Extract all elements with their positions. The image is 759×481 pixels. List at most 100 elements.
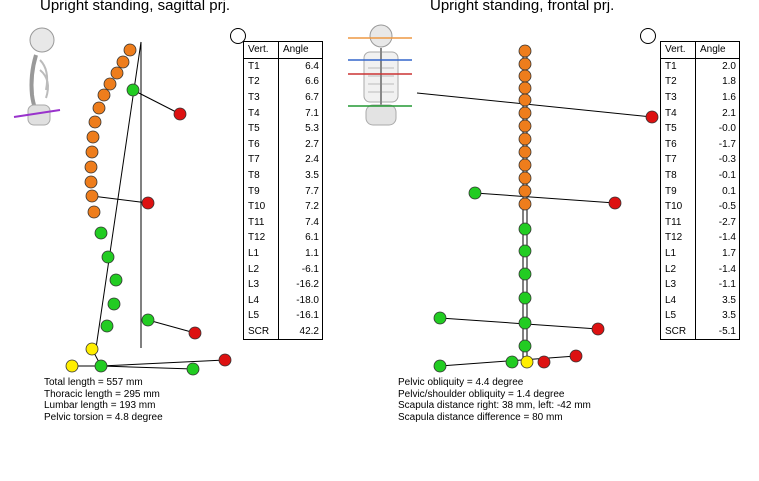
face-view-icon[interactable] xyxy=(640,28,656,44)
stat-scapula-distance: Scapula distance right: 38 mm, left: -42… xyxy=(398,400,591,412)
angle-value: -6.1 xyxy=(301,263,319,275)
vertebra-dot[interactable] xyxy=(85,145,99,159)
vertebra-dot[interactable] xyxy=(518,106,532,120)
vertebra-dot[interactable] xyxy=(100,319,114,333)
vertebra-label: L5 xyxy=(243,308,279,324)
vertebra-dot[interactable] xyxy=(518,44,532,58)
frontal-angle-table: Vert. Angle T1 2.0 T2 1.8 T3 1.6 T4 2.1 T5 -0.0 T6… xyxy=(660,41,740,341)
vertebra-dot[interactable] xyxy=(505,355,519,369)
stat-scapula-difference: Scapula distance difference = 80 mm xyxy=(398,411,563,423)
angle-value: 6.7 xyxy=(305,92,319,104)
vertebra-dot[interactable] xyxy=(94,359,108,373)
sagittal-title: Upright standing, sagittal prj. xyxy=(40,0,231,14)
vertebra-dot[interactable] xyxy=(518,158,532,172)
table-row: L3 -1.1 xyxy=(660,276,740,293)
table-row: T1 2.0 xyxy=(660,58,740,75)
vertebra-dot[interactable] xyxy=(88,115,102,129)
vertebra-dot[interactable] xyxy=(94,226,108,240)
angle-value: 2.4 xyxy=(305,154,319,166)
vertebra-label: T10 xyxy=(243,198,279,215)
vertebra-dot[interactable] xyxy=(86,130,100,144)
vertebra-dot[interactable] xyxy=(518,81,532,95)
vertebra-dot[interactable] xyxy=(110,66,124,80)
marker-dot[interactable] xyxy=(608,196,622,210)
skeleton-back-icon[interactable] xyxy=(348,24,412,126)
vertebra-dot[interactable] xyxy=(518,119,532,133)
marker-dot[interactable] xyxy=(569,349,583,363)
angle-value: 6.6 xyxy=(305,76,319,88)
angle-value: 1.1 xyxy=(305,248,319,260)
marker-dot[interactable] xyxy=(188,326,202,340)
vertebra-dot[interactable] xyxy=(126,83,140,97)
vertebra-dot[interactable] xyxy=(520,355,534,369)
vertebra-dot[interactable] xyxy=(518,267,532,281)
vertebra-dot[interactable] xyxy=(97,88,111,102)
vertebra-label: T7 xyxy=(243,152,279,168)
angle-value: 6.4 xyxy=(305,60,319,72)
vertebra-dot[interactable] xyxy=(518,57,532,71)
vertebra-dot[interactable] xyxy=(518,244,532,258)
marker-dot[interactable] xyxy=(218,353,232,367)
vertebra-dot[interactable] xyxy=(186,362,200,376)
angle-value: 7.4 xyxy=(305,216,319,228)
vertebra-label: T8 xyxy=(660,167,696,184)
table-row: L3 -16.2 xyxy=(243,276,323,293)
vertebra-dot[interactable] xyxy=(518,132,532,146)
vertebra-dot[interactable] xyxy=(518,316,532,330)
vertebra-dot[interactable] xyxy=(518,69,532,83)
vertebra-dot[interactable] xyxy=(101,250,115,264)
table-row: L2 -6.1 xyxy=(243,261,323,277)
marker-dot[interactable] xyxy=(141,196,155,210)
marker-dot[interactable] xyxy=(591,322,605,336)
vertebra-dot[interactable] xyxy=(87,205,101,219)
vertebra-dot[interactable] xyxy=(518,197,532,211)
vertebra-dot[interactable] xyxy=(518,93,532,107)
vertebra-dot[interactable] xyxy=(518,184,532,198)
vertebra-dot[interactable] xyxy=(84,160,98,174)
vertebra-dot[interactable] xyxy=(468,186,482,200)
frontal-title: Upright standing, frontal prj. xyxy=(430,0,615,14)
angle-value: 3.5 xyxy=(722,294,736,306)
angle-value: 1.7 xyxy=(722,248,736,260)
vertebra-dot[interactable] xyxy=(116,55,130,69)
vertebra-dot[interactable] xyxy=(85,342,99,356)
vertebra-dot[interactable] xyxy=(141,313,155,327)
angle-value: 3.5 xyxy=(722,310,736,322)
vertebra-dot[interactable] xyxy=(109,273,123,287)
vertebra-dot[interactable] xyxy=(518,222,532,236)
angle-value: -0.5 xyxy=(718,201,736,213)
vertebra-dot[interactable] xyxy=(433,311,447,325)
vertebra-dot[interactable] xyxy=(65,359,79,373)
marker-dot[interactable] xyxy=(173,107,187,121)
table-row: L5 3.5 xyxy=(660,308,740,324)
table-row: T2 1.8 xyxy=(660,74,740,90)
table-row: T9 0.1 xyxy=(660,183,740,199)
marker-dot[interactable] xyxy=(645,110,659,124)
vertebra-dot[interactable] xyxy=(84,175,98,189)
vertebra-dot[interactable] xyxy=(92,101,106,115)
angle-value: 7.7 xyxy=(305,185,319,197)
vertebra-dot[interactable] xyxy=(433,359,447,373)
marker-dot[interactable] xyxy=(537,355,551,369)
vertebra-label: T4 xyxy=(243,105,279,121)
vertebra-dot[interactable] xyxy=(103,77,117,91)
rotate-view-icon[interactable] xyxy=(230,28,246,44)
column-header-angle: Angle xyxy=(278,41,323,59)
vertebra-dot[interactable] xyxy=(85,189,99,203)
angle-value: -1.7 xyxy=(718,138,736,150)
angle-value: 1.6 xyxy=(722,92,736,104)
vertebra-dot[interactable] xyxy=(107,297,121,311)
angle-value: -0.3 xyxy=(718,154,736,166)
vertebra-dot[interactable] xyxy=(123,43,137,57)
angle-value: 6.1 xyxy=(305,232,319,244)
vertebra-dot[interactable] xyxy=(518,291,532,305)
skeleton-side-icon[interactable] xyxy=(13,27,61,126)
table-row: T5 -0.0 xyxy=(660,120,740,137)
vertebra-dot[interactable] xyxy=(518,171,532,185)
vertebra-dot[interactable] xyxy=(518,339,532,353)
stat-lumbar-length: Lumbar length = 193 mm xyxy=(44,400,156,412)
vertebra-label: T5 xyxy=(243,120,279,137)
vertebra-dot[interactable] xyxy=(518,145,532,159)
angle-value: 2.1 xyxy=(722,107,736,119)
